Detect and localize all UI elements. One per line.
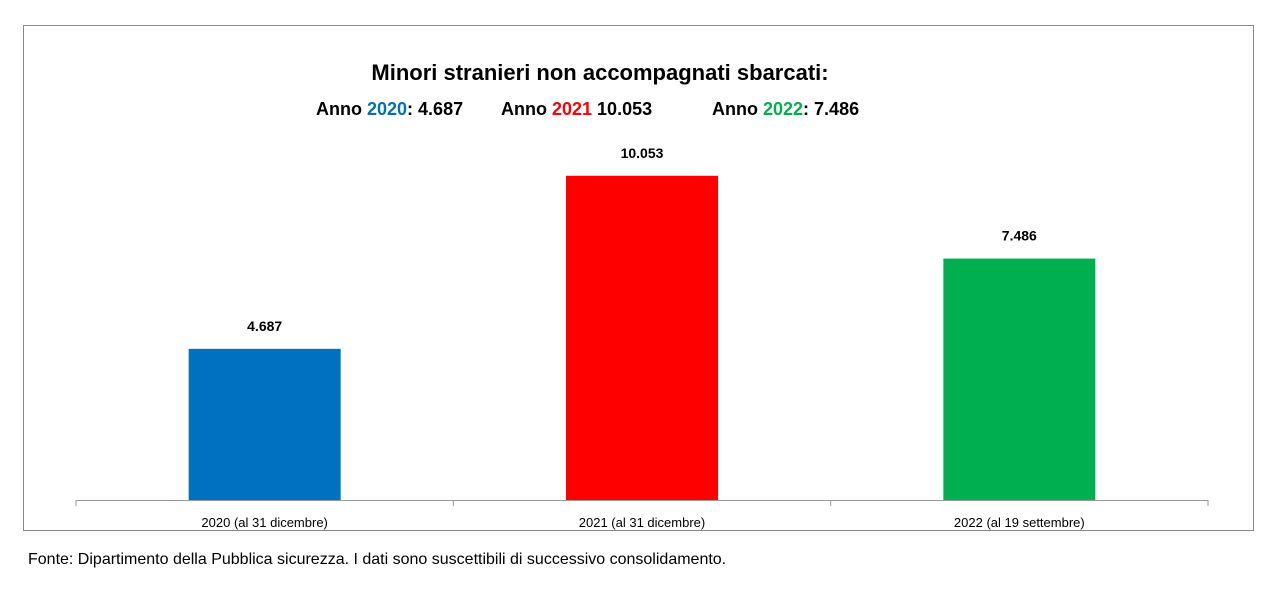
subtitle-part: 2022: [763, 99, 803, 119]
chart-title: Minori stranieri non accompagnati sbarca…: [371, 60, 828, 85]
subtitle-part: Anno: [501, 99, 552, 119]
value-label: 4.687: [247, 318, 282, 334]
subtitle: Anno 2021 10.053: [501, 99, 652, 119]
x-tick-label: 2021 (al 31 dicembre): [579, 515, 705, 530]
subtitle-part: Anno: [712, 99, 763, 119]
bar: [566, 175, 718, 500]
x-tick-label: 2022 (al 19 settembre): [954, 515, 1085, 530]
value-label: 10.053: [621, 145, 664, 161]
subtitle-part: 2020: [367, 99, 407, 119]
subtitle-part: 2021: [552, 99, 592, 119]
subtitle-part: 10.053: [592, 99, 652, 119]
source-note: Fonte: Dipartimento della Pubblica sicur…: [28, 551, 726, 568]
subtitle-part: : 4.687: [407, 99, 463, 119]
subtitle-part: Anno: [316, 99, 367, 119]
subtitle-part: : 7.486: [803, 99, 859, 119]
subtitle: Anno 2022: 7.486: [712, 99, 859, 119]
bar: [188, 348, 341, 500]
bar: [943, 258, 1096, 500]
subtitle: Anno 2020: 4.687: [316, 99, 463, 119]
value-label: 7.486: [1002, 228, 1037, 244]
x-tick-label: 2020 (al 31 dicembre): [201, 515, 327, 530]
